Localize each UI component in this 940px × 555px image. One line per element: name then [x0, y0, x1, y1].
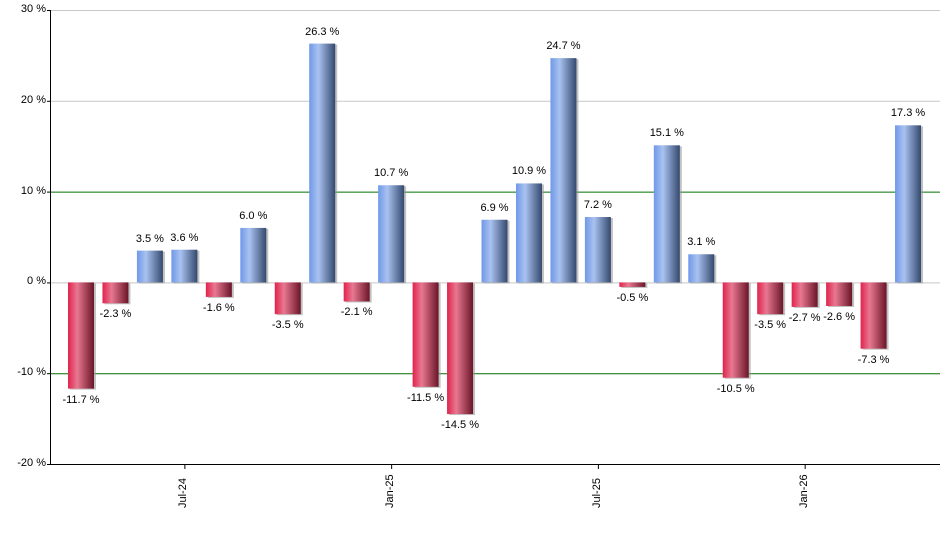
- x-tick-label: Jul-24: [177, 478, 190, 508]
- bar-Aug-25: [619, 282, 646, 287]
- bar-value-label: 6.0 %: [239, 209, 268, 222]
- bar-Sep-24: [240, 227, 267, 283]
- bar-Oct-25: [688, 254, 715, 283]
- bar-Apr-26: [895, 125, 922, 283]
- bar-Dec-25: [757, 282, 784, 315]
- bar-Mar-25: [447, 282, 474, 415]
- bar-Jul-25: [584, 217, 611, 283]
- bar-Dec-24: [343, 282, 370, 302]
- bar-May-24: [102, 282, 129, 304]
- bar-Jun-24: [136, 250, 163, 283]
- bar-Sep-25: [653, 145, 680, 283]
- bar-Aug-24: [205, 282, 232, 297]
- x-tick-label: Jan-25: [384, 474, 397, 508]
- bar-value-label: -3.5 %: [754, 319, 787, 332]
- bar-value-label: -14.5 %: [441, 419, 479, 432]
- bar-value-label: 6.9 %: [480, 201, 509, 214]
- bar-value-label: -2.7 %: [788, 311, 821, 324]
- bar-value-label: -7.3 %: [857, 353, 890, 366]
- y-tick-label: 30 %: [20, 3, 46, 15]
- y-tick-label: -10 %: [17, 366, 46, 379]
- y-tick-label: 10 %: [20, 184, 46, 197]
- bar-Feb-26: [826, 282, 853, 307]
- bar-value-label: -10.5 %: [716, 382, 755, 395]
- bar-value-label: 15.1 %: [649, 127, 684, 140]
- bar-Feb-25: [412, 282, 439, 387]
- bar-value-label: -3.5 %: [271, 319, 304, 332]
- bar-Jan-26: [791, 282, 818, 307]
- bar-Apr-24: [68, 282, 94, 389]
- bar-value-label: 10.9 %: [511, 165, 547, 178]
- bar-Apr-25: [481, 219, 508, 283]
- bar-Jun-25: [550, 58, 577, 283]
- y-tick-label: 20 %: [20, 93, 46, 106]
- bar-value-label: -0.5 %: [616, 291, 649, 304]
- bar-Nov-24: [309, 43, 336, 283]
- y-tick-label: -20 %: [17, 457, 46, 469]
- bar-value-label: -1.6 %: [202, 301, 235, 314]
- bar-value-label: 24.7 %: [546, 40, 581, 53]
- bar-value-label: -2.1 %: [340, 306, 373, 319]
- bars: [68, 43, 924, 416]
- bar-value-label: 17.3 %: [890, 107, 926, 120]
- bar-value-label: -2.3 %: [99, 308, 132, 321]
- bar-Mar-26: [860, 282, 887, 349]
- bar-value-label: 7.2 %: [583, 199, 612, 212]
- bar-Jan-25: [378, 185, 405, 283]
- bar-Oct-24: [274, 282, 301, 315]
- bar-value-label: 3.5 %: [135, 232, 164, 245]
- bar-value-label: -2.6 %: [823, 311, 855, 323]
- bar-Nov-25: [722, 282, 749, 378]
- bar-value-label: 3.6 %: [170, 231, 199, 244]
- axes: [47, 10, 940, 469]
- bar-Jul-24: [171, 249, 198, 283]
- bar-value-label: -11.5 %: [407, 391, 445, 404]
- x-tick-label: Jul-25: [590, 478, 603, 508]
- x-tick-label: Jan-26: [797, 474, 810, 508]
- bar-value-label: 3.1 %: [687, 236, 716, 249]
- bar-value-label: -11.7 %: [62, 393, 100, 406]
- bar-value-label: 10.7 %: [374, 167, 409, 180]
- bar-May-25: [515, 183, 542, 283]
- y-tick-label: 0 %: [27, 275, 46, 288]
- bar-value-label: 26.3 %: [305, 25, 340, 38]
